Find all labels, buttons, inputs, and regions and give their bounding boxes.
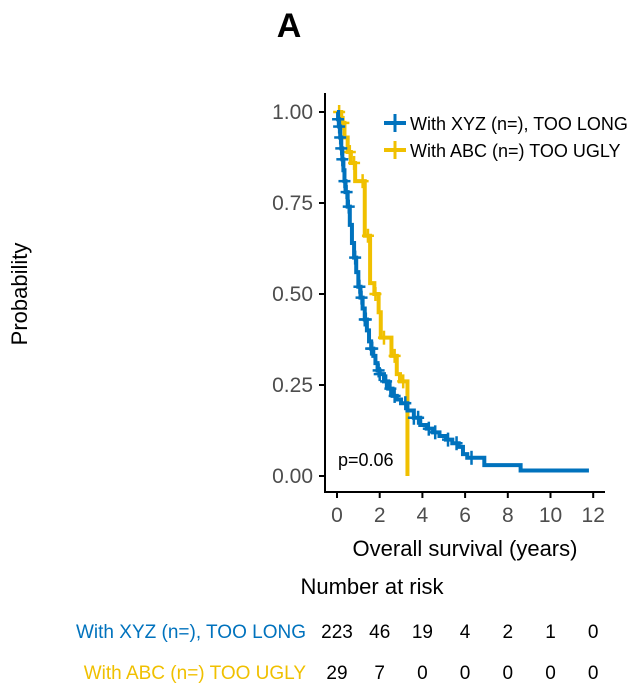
x-tick-label: 0 [331, 504, 343, 527]
risk-value: 0 [417, 663, 428, 684]
risk-value: 0 [588, 663, 599, 684]
x-tick-label: 10 [539, 504, 562, 527]
y-tick-label: 0.00 [272, 465, 313, 488]
risk-value: 2 [503, 622, 514, 643]
legend-label-abc: With ABC (n=) TOO UGLY [410, 141, 621, 161]
x-tick-label: 6 [459, 504, 471, 527]
risk-value: 4 [460, 622, 471, 643]
risk-value: 0 [503, 663, 514, 684]
risk-value: 0 [460, 663, 471, 684]
y-tick-label: 0.25 [272, 374, 313, 397]
p-value-annotation: p=0.06 [338, 450, 394, 470]
risk-value: 1 [545, 622, 556, 643]
x-axis-label: Overall survival (years) [353, 536, 578, 561]
risk-table-title: Number at risk [300, 574, 444, 599]
y-axis-label: Probability [7, 243, 32, 346]
survival-curve-abc [337, 110, 410, 476]
risk-value: 7 [374, 663, 385, 684]
risk-value: 0 [588, 622, 599, 643]
risk-row-label: With XYZ (n=), TOO LONG [76, 622, 306, 643]
x-tick-label: 4 [417, 504, 429, 527]
y-tick-label: 0.75 [272, 192, 313, 215]
risk-value: 0 [545, 663, 556, 684]
risk-value: 46 [369, 622, 390, 643]
y-tick-label: 0.50 [272, 283, 313, 306]
x-tick-label: 12 [582, 504, 605, 527]
x-tick-label: 8 [502, 504, 514, 527]
risk-row-label: With ABC (n=) TOO UGLY [84, 663, 307, 684]
risk-value: 29 [326, 663, 347, 684]
chart-title: A [277, 7, 302, 45]
risk-value: 223 [321, 622, 353, 643]
y-tick-label: 1.00 [272, 101, 313, 124]
legend-label-xyz: With XYZ (n=), TOO LONG [410, 114, 628, 134]
risk-value: 19 [412, 622, 433, 643]
x-tick-label: 2 [374, 504, 386, 527]
